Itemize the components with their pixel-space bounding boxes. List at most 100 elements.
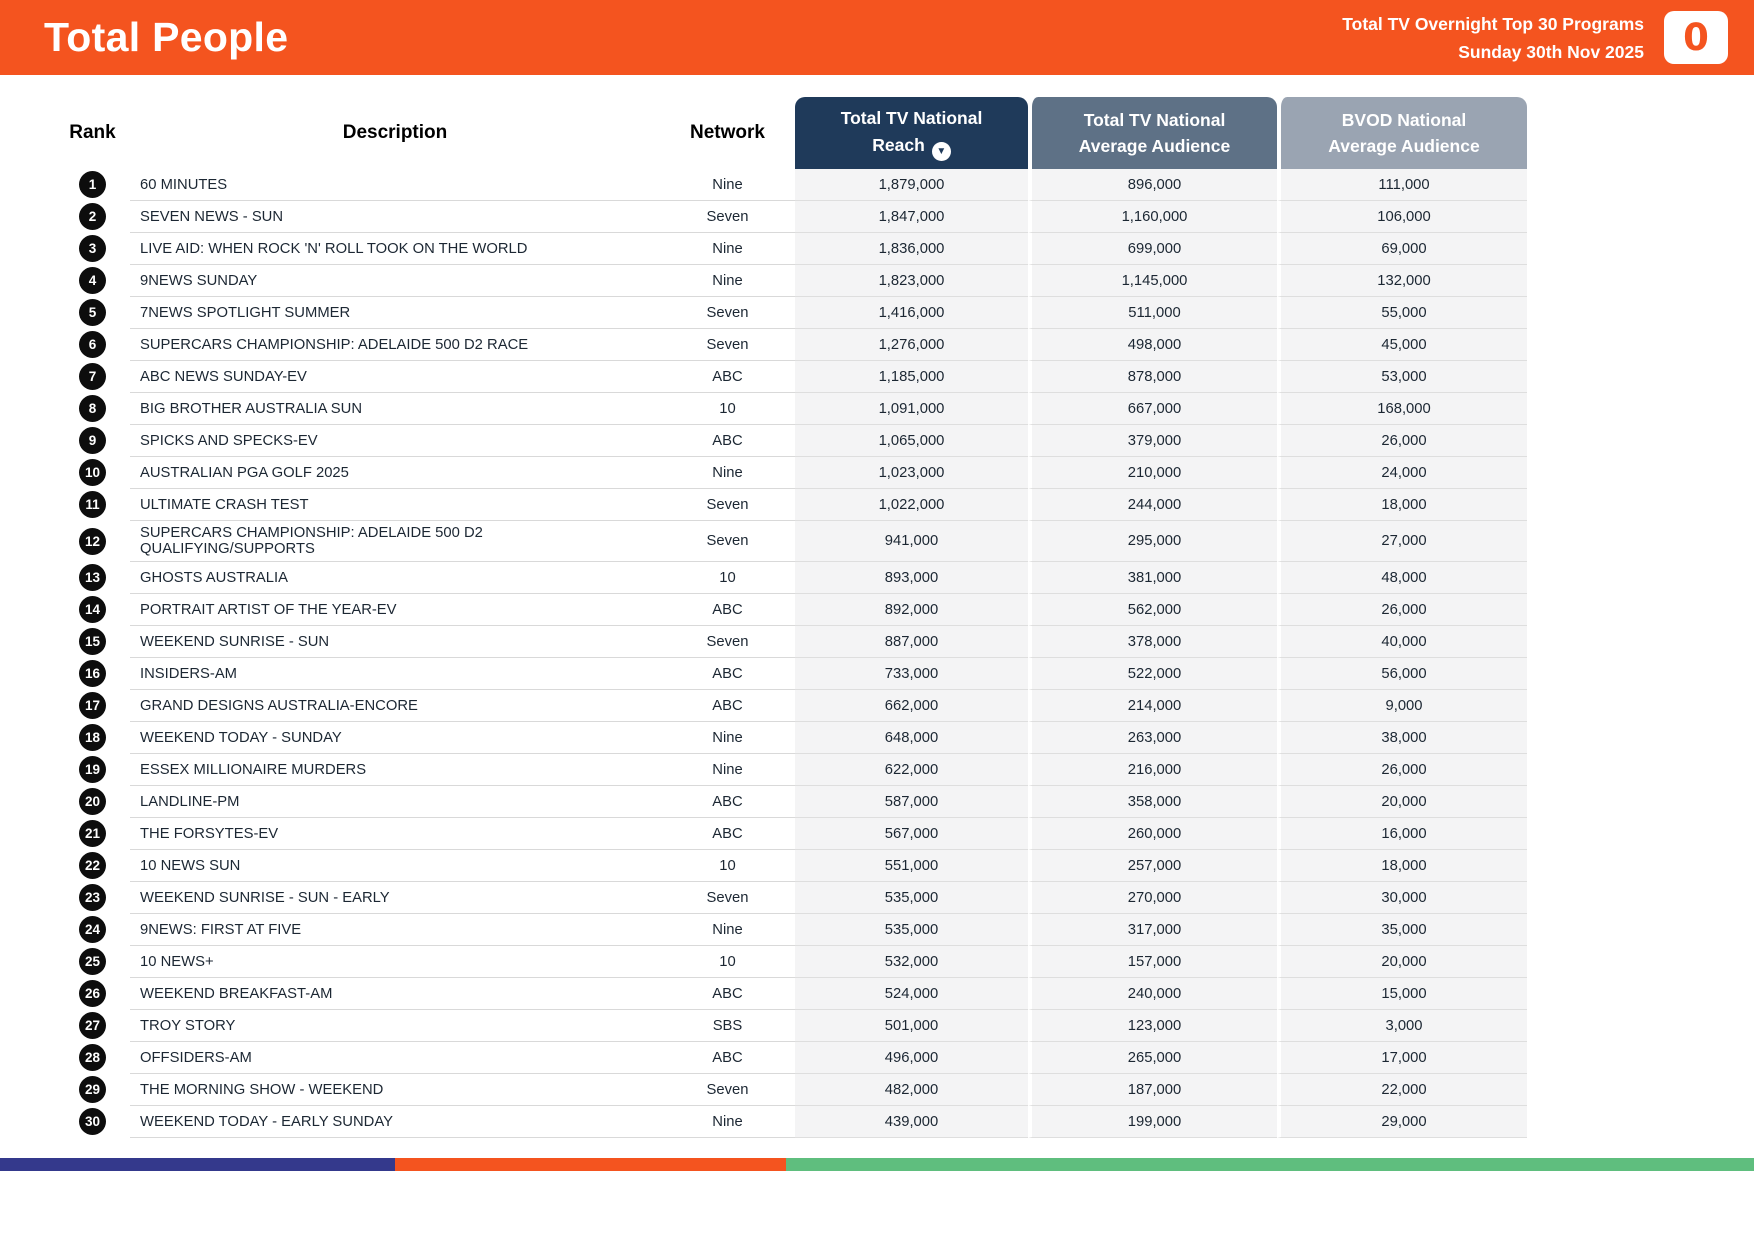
- description-cell: 9NEWS SUNDAY: [130, 265, 660, 297]
- total-tv-average-audience-cell: 878,000: [1028, 361, 1277, 393]
- network-cell: Seven: [660, 489, 795, 521]
- bvod-average-audience-cell: 9,000: [1277, 690, 1527, 722]
- table-row: 23 WEEKEND SUNRISE - SUN - EARLY Seven 5…: [55, 882, 1527, 914]
- rank-cell: 24: [55, 914, 130, 946]
- network-cell: ABC: [660, 658, 795, 690]
- network-cell: Seven: [660, 1074, 795, 1106]
- description-cell: GRAND DESIGNS AUSTRALIA-ENCORE: [130, 690, 660, 722]
- table-row: 21 THE FORSYTES-EV ABC 567,000 260,000 1…: [55, 818, 1527, 850]
- table-row: 29 THE MORNING SHOW - WEEKEND Seven 482,…: [55, 1074, 1527, 1106]
- description-cell: SUPERCARS CHAMPIONSHIP: ADELAIDE 500 D2 …: [130, 521, 660, 562]
- description-cell: GHOSTS AUSTRALIA: [130, 562, 660, 594]
- rank-badge: 22: [79, 852, 106, 879]
- total-tv-reach-cell: 587,000: [795, 786, 1028, 818]
- rank-badge: 15: [79, 628, 106, 655]
- network-cell: Nine: [660, 457, 795, 489]
- bvod-average-audience-cell: 132,000: [1277, 265, 1527, 297]
- rank-cell: 25: [55, 946, 130, 978]
- rank-badge: 25: [79, 948, 106, 975]
- total-tv-reach-cell: 1,091,000: [795, 393, 1028, 425]
- rank-badge: 8: [79, 395, 106, 422]
- network-cell: ABC: [660, 594, 795, 626]
- rank-cell: 29: [55, 1074, 130, 1106]
- report-date: Sunday 30th Nov 2025: [1458, 41, 1644, 62]
- total-tv-average-audience-cell: 270,000: [1028, 882, 1277, 914]
- network-cell: Seven: [660, 626, 795, 658]
- total-tv-reach-cell: 648,000: [795, 722, 1028, 754]
- column-header-total-tv-national-reach[interactable]: Total TV National Reach ▼: [795, 97, 1028, 169]
- table-row: 10 AUSTRALIAN PGA GOLF 2025 Nine 1,023,0…: [55, 457, 1527, 489]
- network-cell: Seven: [660, 329, 795, 361]
- description-cell: INSIDERS-AM: [130, 658, 660, 690]
- network-cell: Nine: [660, 265, 795, 297]
- description-cell: PORTRAIT ARTIST OF THE YEAR-EV: [130, 594, 660, 626]
- table-row: 28 OFFSIDERS-AM ABC 496,000 265,000 17,0…: [55, 1042, 1527, 1074]
- table-row: 15 WEEKEND SUNRISE - SUN Seven 887,000 3…: [55, 626, 1527, 658]
- table-row: 25 10 NEWS+ 10 532,000 157,000 20,000: [55, 946, 1527, 978]
- rank-cell: 30: [55, 1106, 130, 1138]
- rank-cell: 16: [55, 658, 130, 690]
- network-cell: Seven: [660, 201, 795, 233]
- description-cell: AUSTRALIAN PGA GOLF 2025: [130, 457, 660, 489]
- column-header-network: Network: [660, 97, 795, 169]
- network-cell: 10: [660, 562, 795, 594]
- description-cell: 10 NEWS SUN: [130, 850, 660, 882]
- description-cell: BIG BROTHER AUSTRALIA SUN: [130, 393, 660, 425]
- rank-cell: 21: [55, 818, 130, 850]
- rank-cell: 6: [55, 329, 130, 361]
- total-tv-reach-cell: 439,000: [795, 1106, 1028, 1138]
- total-tv-average-audience-cell: 257,000: [1028, 850, 1277, 882]
- bvod-average-audience-cell: 17,000: [1277, 1042, 1527, 1074]
- table-row: 17 GRAND DESIGNS AUSTRALIA-ENCORE ABC 66…: [55, 690, 1527, 722]
- bvod-average-audience-cell: 168,000: [1277, 393, 1527, 425]
- network-cell: Seven: [660, 297, 795, 329]
- table-row: 1 60 MINUTES Nine 1,879,000 896,000 111,…: [55, 169, 1527, 201]
- rank-cell: 23: [55, 882, 130, 914]
- rank-badge: 17: [79, 692, 106, 719]
- bvod-average-audience-cell: 29,000: [1277, 1106, 1527, 1138]
- total-tv-reach-cell: 892,000: [795, 594, 1028, 626]
- column-header-bvod-national-average-audience[interactable]: BVOD National Average Audience: [1277, 97, 1527, 169]
- total-tv-average-audience-cell: 244,000: [1028, 489, 1277, 521]
- bvod-average-audience-cell: 45,000: [1277, 329, 1527, 361]
- footer-segment-blue: [0, 1158, 395, 1171]
- total-tv-average-audience-cell: 498,000: [1028, 329, 1277, 361]
- oztam-logo: 0: [1664, 11, 1728, 64]
- total-tv-average-audience-cell: 157,000: [1028, 946, 1277, 978]
- rank-cell: 4: [55, 265, 130, 297]
- rank-badge: 27: [79, 1012, 106, 1039]
- description-cell: SEVEN NEWS - SUN: [130, 201, 660, 233]
- bvod-average-audience-cell: 22,000: [1277, 1074, 1527, 1106]
- total-tv-reach-cell: 1,847,000: [795, 201, 1028, 233]
- bvod-average-audience-cell: 24,000: [1277, 457, 1527, 489]
- rank-badge: 13: [79, 564, 106, 591]
- bvod-average-audience-cell: 48,000: [1277, 562, 1527, 594]
- network-cell: ABC: [660, 425, 795, 457]
- bvod-header-line1: BVOD National: [1341, 109, 1467, 130]
- description-cell: SPICKS AND SPECKS-EV: [130, 425, 660, 457]
- network-cell: ABC: [660, 978, 795, 1010]
- rank-badge: 20: [79, 788, 106, 815]
- bvod-average-audience-cell: 55,000: [1277, 297, 1527, 329]
- total-tv-reach-cell: 1,416,000: [795, 297, 1028, 329]
- description-cell: THE MORNING SHOW - WEEKEND: [130, 1074, 660, 1106]
- description-cell: 9NEWS: FIRST AT FIVE: [130, 914, 660, 946]
- bvod-average-audience-cell: 106,000: [1277, 201, 1527, 233]
- rank-badge: 26: [79, 980, 106, 1007]
- network-cell: ABC: [660, 818, 795, 850]
- bvod-average-audience-cell: 40,000: [1277, 626, 1527, 658]
- rank-cell: 14: [55, 594, 130, 626]
- column-header-total-tv-national-average-audience[interactable]: Total TV National Average Audience: [1028, 97, 1277, 169]
- network-cell: Nine: [660, 169, 795, 201]
- total-tv-average-audience-cell: 1,160,000: [1028, 201, 1277, 233]
- rank-badge: 18: [79, 724, 106, 751]
- rank-badge: 24: [79, 916, 106, 943]
- total-tv-reach-cell: 733,000: [795, 658, 1028, 690]
- avg-header-line1: Total TV National: [1083, 109, 1226, 130]
- total-tv-reach-cell: 887,000: [795, 626, 1028, 658]
- table-row: 26 WEEKEND BREAKFAST-AM ABC 524,000 240,…: [55, 978, 1527, 1010]
- total-tv-reach-cell: 1,276,000: [795, 329, 1028, 361]
- rank-cell: 3: [55, 233, 130, 265]
- total-tv-reach-cell: 524,000: [795, 978, 1028, 1010]
- total-tv-average-audience-cell: 214,000: [1028, 690, 1277, 722]
